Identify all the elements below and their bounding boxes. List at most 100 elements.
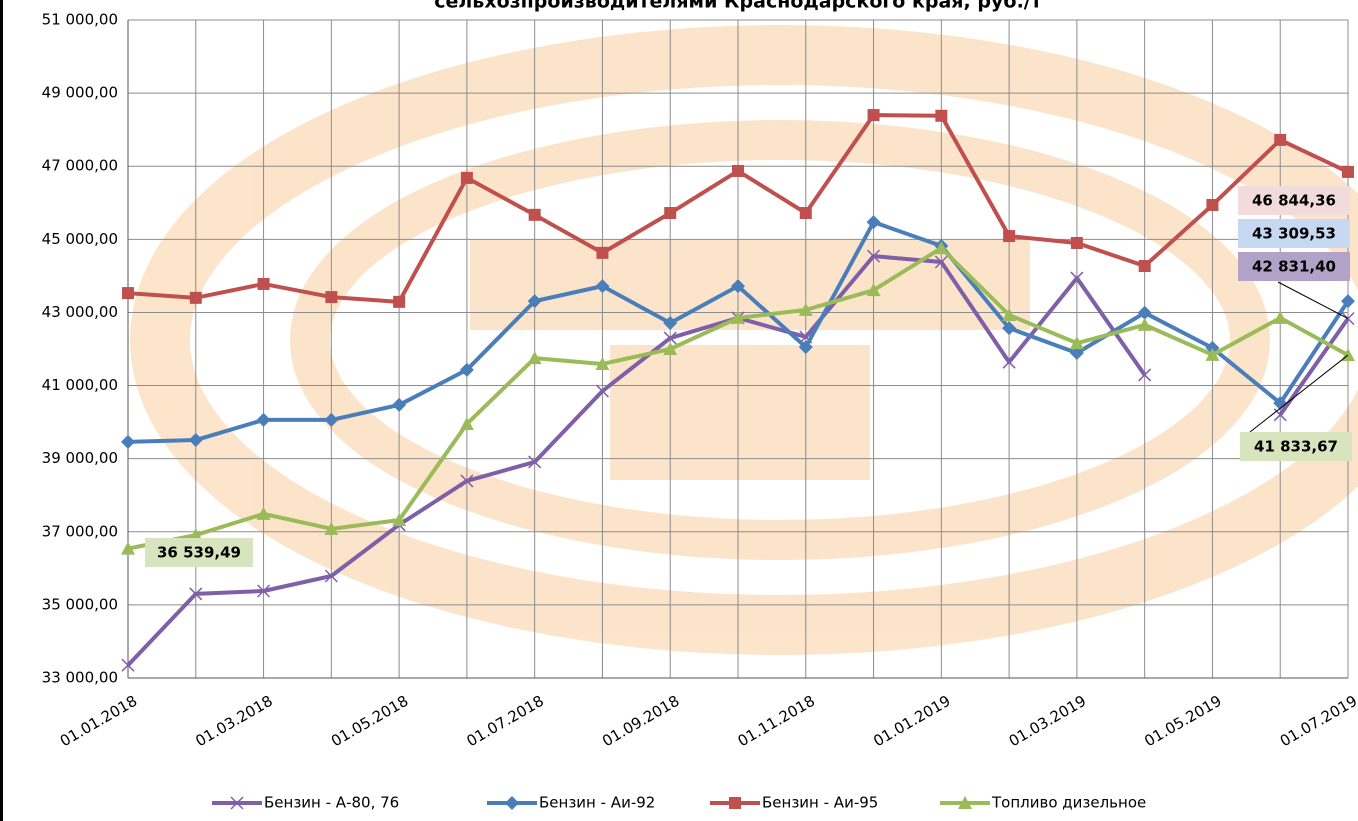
x-tick-label: 01.03.2019 [1006,692,1089,751]
marker [935,109,948,122]
marker [1069,336,1084,350]
marker [1002,321,1017,336]
marker [867,249,881,263]
marker [1273,396,1288,411]
marker [257,584,271,598]
data-label: 46 844,36 [1252,192,1336,210]
marker [664,207,677,220]
marker [595,279,610,294]
marker [325,291,338,304]
marker [1002,355,1016,369]
marker [798,302,813,316]
marker [1003,230,1016,243]
marker [731,310,745,324]
x-tick-label: 01.05.2019 [1141,692,1224,751]
chart-title: сельхозпроизводителями Краснодарского кр… [434,0,1042,13]
marker [460,474,474,488]
y-tick-label: 39 000,00 [42,449,118,467]
legend-item: Бензин - А-80, 76 [212,794,399,812]
legend-item: Топливо дизельное [940,794,1146,812]
y-tick-label: 37 000,00 [42,522,118,540]
marker [527,351,542,365]
marker [867,109,880,122]
marker [1137,305,1152,320]
marker [1206,198,1219,211]
marker [528,455,542,469]
marker [256,506,271,520]
marker [595,356,610,370]
marker [189,291,202,304]
legend-label: Бензин - Аи-92 [539,794,655,812]
marker [1138,368,1152,382]
marker [934,255,948,269]
marker [460,171,473,184]
marker [188,433,203,448]
marker [663,316,678,331]
left-border [0,0,3,821]
marker [1273,310,1288,324]
marker [1342,165,1354,178]
marker [189,587,203,601]
x-tick-label: 01.11.2018 [735,692,818,751]
marker [1137,317,1152,331]
label-box [145,538,253,567]
marker [1341,294,1355,309]
marker [731,279,745,294]
legend-label: Топливо дизельное [991,794,1146,812]
y-tick-label: 45 000,00 [42,230,118,248]
marker [324,412,339,427]
marker [732,164,744,177]
marker [798,340,813,355]
marker [324,569,338,583]
x-tick-label: 01.09.2018 [599,692,682,751]
marker [459,362,474,377]
leader-line [1277,281,1349,320]
marker [1274,133,1287,146]
label-box [1238,186,1350,215]
legend-label: Бензин - Аи-95 [762,794,878,812]
marker [392,397,407,412]
x-tick-label: 01.07.2018 [464,692,547,751]
marker [799,207,812,220]
label-box [1238,252,1350,281]
marker [324,521,339,535]
marker [663,342,678,355]
label-box [1238,219,1350,248]
marker [230,796,244,810]
data-label: 36 539,49 [157,544,241,562]
marker [1138,260,1151,273]
marker [1341,312,1355,326]
data-label: 42 831,40 [1252,258,1336,276]
y-tick-label: 35 000,00 [42,595,118,613]
marker [596,246,609,259]
y-tick-label: 43 000,00 [42,303,118,321]
marker [934,241,949,255]
marker [729,797,741,809]
label-box [1240,432,1352,461]
x-tick-label: 01.01.2019 [870,692,953,751]
legend-item: Бензин - Аи-92 [487,794,655,812]
marker [505,796,519,810]
marker [257,277,270,290]
y-tick-label: 33 000,00 [42,669,118,687]
legend-label: Бензин - А-80, 76 [264,794,399,812]
marker [866,283,881,297]
marker [528,208,541,221]
leader-line [1249,354,1349,433]
y-tick-label: 41 000,00 [42,376,118,394]
marker [663,331,677,345]
y-tick-label: 49 000,00 [42,84,118,102]
marker [121,434,135,449]
marker [527,294,542,309]
marker [595,384,609,398]
marker [393,295,406,308]
marker [121,541,135,555]
x-tick-label: 01.03.2018 [192,692,275,751]
series-line [126,254,1350,667]
marker [392,513,407,527]
data-label: 41 833,67 [1254,438,1338,456]
y-tick-label: 47 000,00 [42,157,118,175]
data-label: 43 309,53 [1252,225,1336,243]
